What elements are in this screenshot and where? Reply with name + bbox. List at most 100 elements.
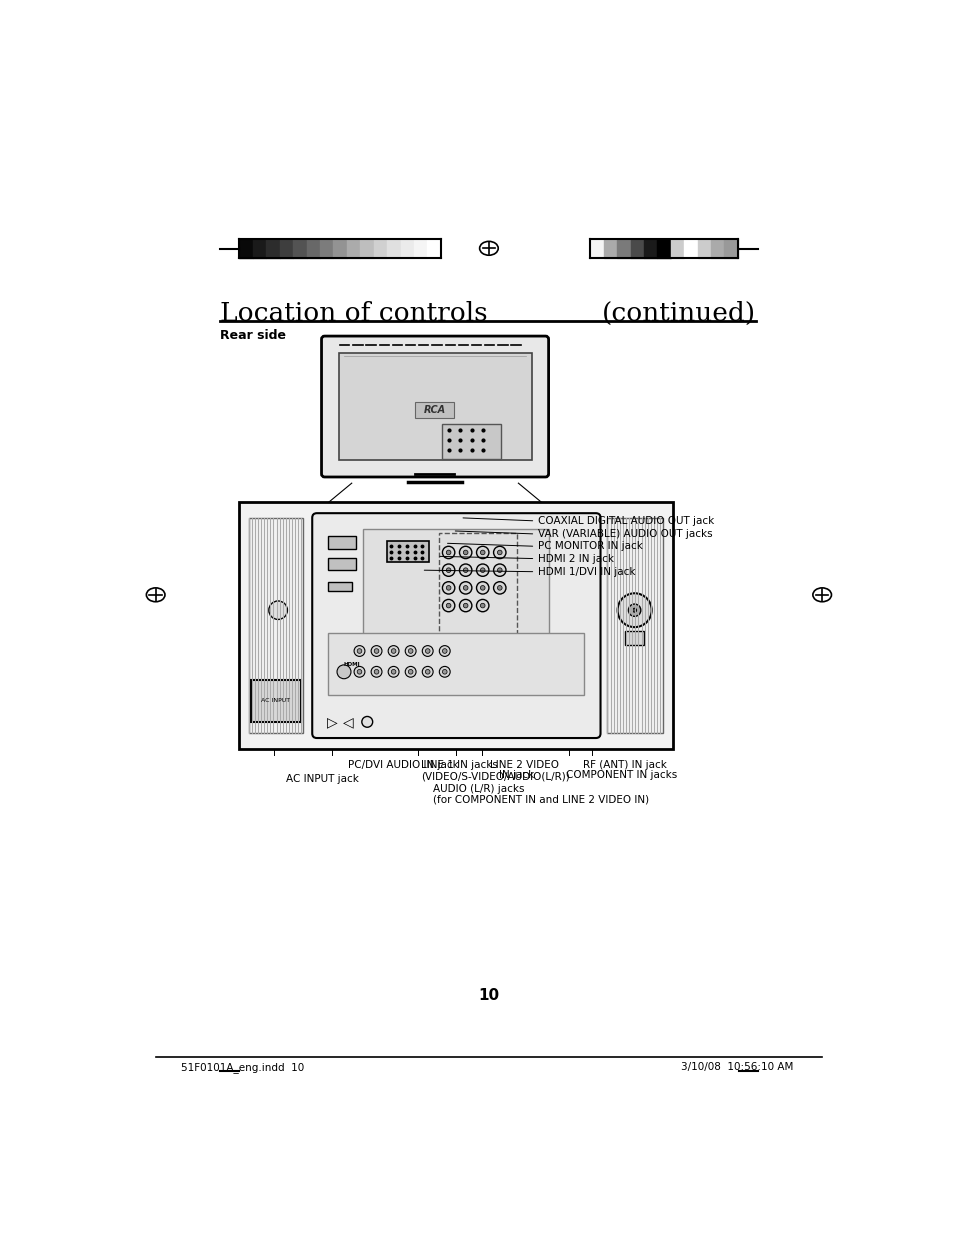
Circle shape (442, 648, 447, 653)
FancyBboxPatch shape (312, 514, 599, 739)
Circle shape (497, 550, 501, 555)
Bar (328, 582, 352, 592)
Circle shape (459, 599, 472, 611)
Text: IN jack: IN jack (498, 771, 534, 781)
Circle shape (391, 669, 395, 674)
Circle shape (476, 582, 488, 594)
Circle shape (617, 593, 651, 627)
Bar (603, 240, 617, 258)
Circle shape (442, 582, 455, 594)
Circle shape (446, 585, 451, 590)
Bar (387, 240, 400, 258)
Circle shape (480, 568, 484, 573)
Bar (414, 240, 427, 258)
Circle shape (493, 582, 505, 594)
Circle shape (388, 667, 398, 677)
Bar (607, 517, 662, 734)
Text: AUDIO (L/R) jacks: AUDIO (L/R) jacks (433, 784, 524, 794)
Circle shape (391, 648, 395, 653)
Bar (439, 534, 517, 645)
Text: ◁: ◁ (342, 715, 353, 729)
Bar (442, 424, 500, 458)
Bar (374, 240, 387, 258)
Circle shape (459, 582, 472, 594)
Bar (415, 403, 454, 417)
Circle shape (408, 648, 413, 653)
Bar (266, 240, 279, 258)
Circle shape (356, 648, 361, 653)
Bar (239, 503, 673, 748)
Bar (400, 240, 414, 258)
Text: COMPONENT IN jacks: COMPONENT IN jacks (566, 771, 677, 781)
Text: (VIDEO/S-VIDEO/AUDIO(L/R)): (VIDEO/S-VIDEO/AUDIO(L/R)) (421, 771, 570, 781)
FancyBboxPatch shape (321, 336, 548, 477)
Circle shape (459, 564, 472, 577)
Circle shape (425, 669, 430, 674)
Bar (251, 679, 301, 721)
Bar (723, 240, 737, 258)
Bar (590, 240, 603, 258)
Bar (670, 240, 683, 258)
Circle shape (446, 550, 451, 555)
Circle shape (442, 669, 447, 674)
Bar (319, 240, 333, 258)
Circle shape (408, 669, 413, 674)
Bar (360, 240, 374, 258)
Bar (279, 240, 293, 258)
Circle shape (442, 546, 455, 558)
Text: HDMI: HDMI (343, 662, 359, 667)
Circle shape (446, 568, 451, 573)
Circle shape (476, 599, 488, 611)
Bar (363, 530, 549, 648)
Circle shape (361, 716, 373, 727)
Circle shape (459, 546, 472, 558)
Bar (347, 240, 360, 258)
Circle shape (371, 667, 381, 677)
Bar (624, 631, 643, 645)
Text: LINE 2 VIDEO: LINE 2 VIDEO (489, 761, 558, 771)
Text: AC INPUT: AC INPUT (261, 698, 290, 703)
Bar (643, 240, 657, 258)
Circle shape (497, 568, 501, 573)
Text: VAR (VARIABLE) AUDIO OUT jacks: VAR (VARIABLE) AUDIO OUT jacks (537, 529, 712, 538)
Circle shape (336, 664, 351, 679)
Circle shape (405, 646, 416, 656)
Circle shape (439, 646, 450, 656)
Text: LINE 1 IN jacks: LINE 1 IN jacks (421, 761, 497, 771)
Bar (657, 240, 670, 258)
Bar (253, 240, 266, 258)
Text: 3/10/08  10:56:10 AM: 3/10/08 10:56:10 AM (680, 1062, 793, 1072)
Bar (427, 240, 440, 258)
Circle shape (422, 646, 433, 656)
Bar (293, 240, 306, 258)
Bar (630, 240, 643, 258)
Circle shape (463, 585, 468, 590)
Text: Location of controls: Location of controls (220, 300, 487, 326)
Bar (249, 517, 303, 734)
Circle shape (632, 609, 636, 613)
Circle shape (269, 601, 287, 620)
Text: 51F0101A_eng.indd  10: 51F0101A_eng.indd 10 (181, 1062, 304, 1073)
Circle shape (480, 550, 484, 555)
Circle shape (476, 564, 488, 577)
Circle shape (405, 667, 416, 677)
Text: PC MONITOR IN jack: PC MONITOR IN jack (537, 541, 642, 551)
Text: Rear side: Rear side (220, 330, 286, 342)
Text: (for COMPONENT IN and LINE 2 VIDEO IN): (for COMPONENT IN and LINE 2 VIDEO IN) (433, 794, 649, 804)
Bar (617, 240, 630, 258)
Circle shape (628, 604, 640, 616)
Text: (continued): (continued) (601, 300, 756, 326)
Circle shape (497, 585, 501, 590)
Text: ▷: ▷ (327, 715, 337, 729)
Bar (386, 541, 429, 562)
Bar (338, 353, 531, 461)
Bar (333, 240, 347, 258)
Text: RF (ANT) IN jack: RF (ANT) IN jack (582, 761, 666, 771)
Circle shape (463, 603, 468, 608)
Circle shape (374, 669, 378, 674)
Circle shape (476, 546, 488, 558)
Circle shape (354, 667, 365, 677)
Text: PC/DVI AUDIO IN jack: PC/DVI AUDIO IN jack (348, 761, 458, 771)
Circle shape (463, 568, 468, 573)
Circle shape (442, 599, 455, 611)
